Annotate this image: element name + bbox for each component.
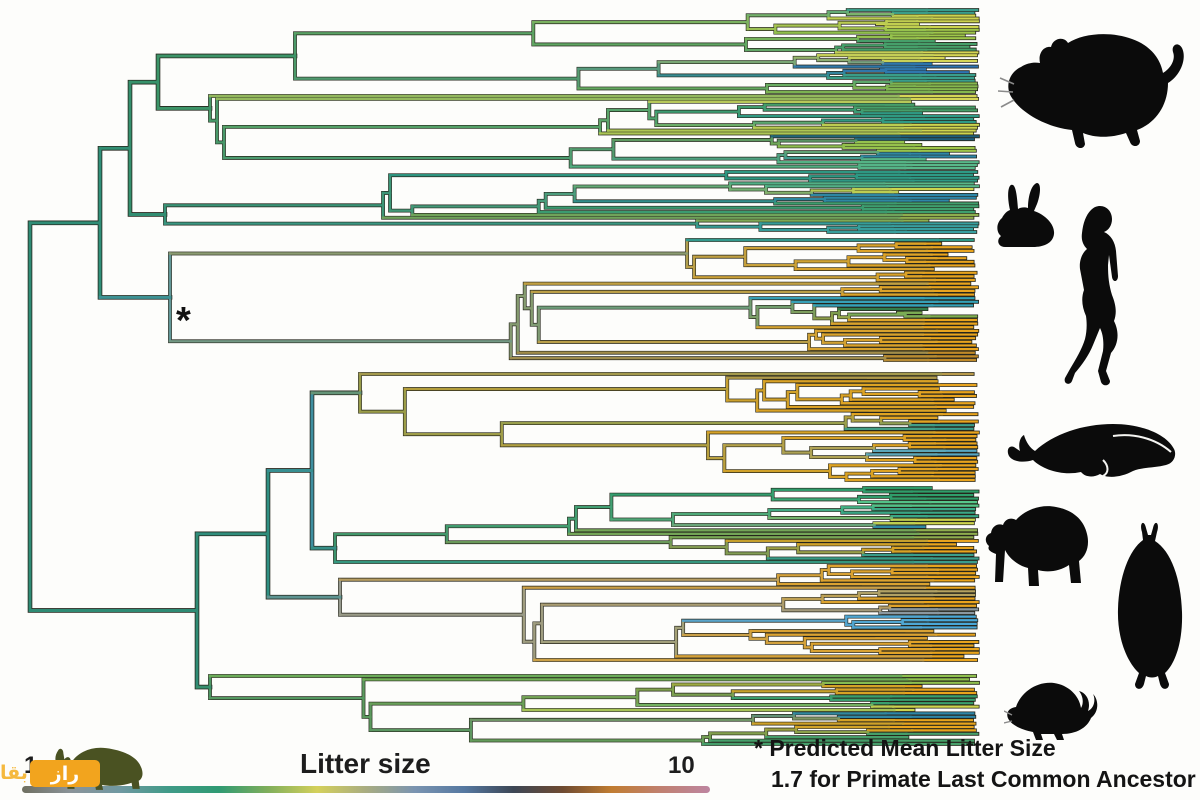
rabbit-silhouette-icon (992, 180, 1060, 250)
bat-silhouette-icon (1105, 517, 1193, 692)
legend-title: Litter size (300, 748, 431, 779)
human-silhouette-icon (1060, 203, 1140, 393)
shrew-silhouette-icon (1004, 665, 1100, 741)
watermark: بقا راز (0, 736, 160, 796)
watermark-badge: راز (30, 760, 100, 787)
whale-silhouette-icon (1005, 416, 1182, 482)
figure-footnote: * Predicted Mean Litter Size 1.7 for Pri… (754, 733, 1196, 795)
footnote-line2: 1.7 for Primate Last Common Ancestor (771, 766, 1196, 792)
litter-size-colorbar (22, 786, 710, 793)
bear-silhouette-icon (982, 496, 1094, 602)
watermark-text-right: راز (50, 762, 80, 785)
primate-ancestor-star: * (176, 300, 191, 342)
legend-max-label: 10 (668, 752, 695, 779)
hamster-silhouette-icon (998, 24, 1190, 160)
watermark-text-left: بقا (0, 762, 28, 784)
footnote-line1: * Predicted Mean Litter Size (754, 735, 1056, 761)
